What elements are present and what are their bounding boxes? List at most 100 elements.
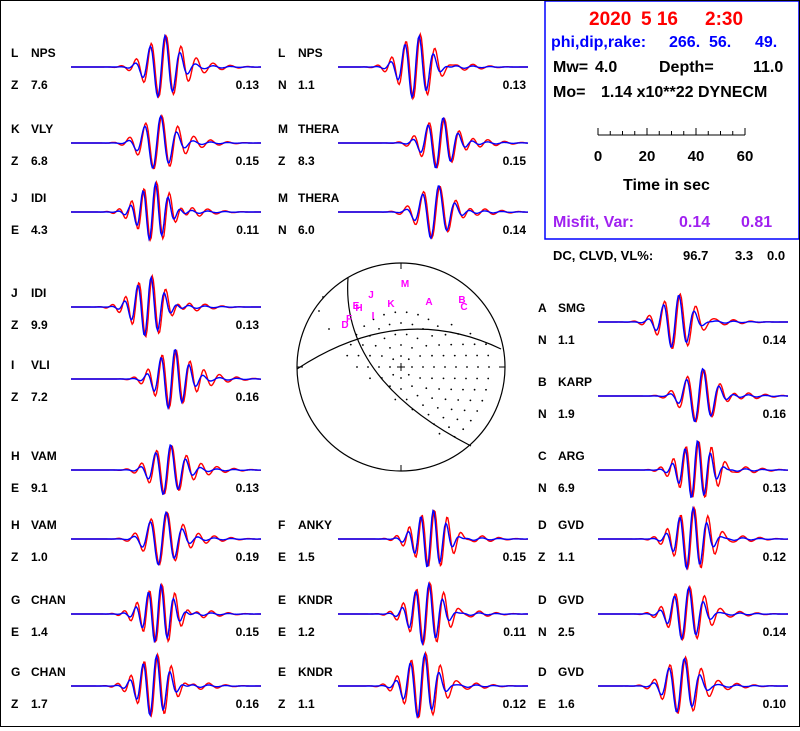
- trace-letter: L: [11, 46, 18, 60]
- trace-distance: 1.2: [298, 625, 315, 639]
- beachball-station-D: D: [341, 320, 348, 331]
- pdr-label: phi,dip,rake:: [551, 34, 646, 51]
- dc-label: DC, CLVD, VL%:: [553, 248, 653, 263]
- trace-letter: E: [278, 665, 286, 679]
- beachball-station-K: K: [387, 299, 395, 310]
- beachball-station-E: E: [353, 301, 360, 312]
- compression-dot: [436, 325, 439, 327]
- time-axis-tick-label: 20: [639, 148, 656, 165]
- event-time: 2:30: [705, 9, 743, 30]
- trace-panel-chan-z: G CHAN Z 1.7 0.16: [11, 652, 261, 718]
- compression-dot: [355, 333, 358, 336]
- trace-letter: I: [11, 358, 14, 372]
- trace-letter: H: [11, 518, 20, 532]
- compression-dot: [407, 373, 410, 376]
- mw-value: 4.0: [595, 59, 617, 76]
- compression-dot: [369, 377, 371, 380]
- compression-dot: [389, 385, 391, 387]
- synthetic-waveform: [598, 294, 788, 348]
- compression-dot: [400, 322, 402, 324]
- observed-waveform: [71, 652, 261, 718]
- trace-letter: G: [11, 593, 20, 607]
- compression-dot: [457, 333, 460, 335]
- synthetic-waveform: [71, 583, 261, 644]
- compression-dot: [463, 409, 466, 412]
- compression-dot: [422, 328, 424, 330]
- synthetic-waveform: [598, 585, 788, 641]
- trace-component: Z: [11, 550, 18, 564]
- compression-dot: [453, 377, 456, 380]
- trace-distance: 6.9: [558, 481, 575, 495]
- synthetic-waveform: [338, 33, 528, 100]
- trace-component: Z: [11, 390, 18, 404]
- trace-station: KARP: [558, 375, 592, 389]
- observed-waveform: [598, 292, 788, 350]
- trace-distance: 6.8: [31, 154, 48, 168]
- synthetic-waveform: [598, 657, 788, 713]
- synthetic-waveform: [338, 185, 528, 240]
- trace-station: KNDR: [298, 665, 333, 679]
- synthetic-waveform: [71, 653, 261, 718]
- trace-distance: 1.6: [558, 697, 575, 711]
- trace-distance: 4.3: [31, 223, 48, 237]
- synthetic-waveform: [598, 439, 788, 499]
- compression-dot: [431, 335, 433, 337]
- trace-station: VAM: [31, 449, 57, 463]
- compression-dot: [469, 399, 472, 402]
- compression-dot: [419, 377, 421, 379]
- compression-dot: [407, 358, 410, 361]
- compression-dot: [405, 333, 408, 336]
- compression-dot: [488, 366, 490, 368]
- trace-amplitude: 0.16: [236, 697, 260, 711]
- trace-component: E: [278, 550, 286, 564]
- synthetic-waveform: [338, 509, 528, 568]
- trace-panel-kndr-e: E KNDR E 1.2 0.11: [278, 581, 528, 646]
- trace-component: N: [538, 625, 547, 639]
- compression-dot: [465, 377, 467, 380]
- trace-component: Z: [11, 78, 18, 92]
- trace-component: E: [11, 625, 19, 639]
- trace-station: NPS: [298, 46, 323, 60]
- trace-amplitude: 0.11: [236, 223, 259, 237]
- compression-dot: [462, 388, 464, 391]
- compression-dot: [485, 343, 487, 346]
- beachball-station-B: B: [458, 295, 465, 306]
- trace-panel-gvd-e: D GVD E 1.6 0.10: [538, 655, 788, 714]
- compression-dot: [362, 344, 364, 346]
- trace-amplitude: 0.13: [763, 481, 787, 495]
- event-year: 2020: [589, 9, 631, 30]
- trace-component: N: [538, 333, 547, 347]
- synthetic-waveform: [71, 444, 261, 496]
- trace-station: ARG: [558, 449, 585, 463]
- trace-letter: B: [538, 375, 547, 389]
- trace-amplitude: 0.12: [503, 697, 527, 711]
- trace-station: KNDR: [298, 593, 333, 607]
- dc-clvd-vl: DC, CLVD, VL%: 96.7 3.3 0.0: [553, 248, 785, 263]
- compression-dot: [431, 377, 433, 380]
- trace-distance: 7.6: [31, 78, 48, 92]
- trace-letter: F: [278, 518, 285, 532]
- compression-dot: [427, 318, 430, 321]
- trace-panel-nps-n: L NPS N 1.1 0.13: [278, 31, 528, 101]
- trace-distance: 9.9: [31, 318, 48, 332]
- synthetic-waveform: [71, 511, 261, 566]
- trace-amplitude: 0.19: [236, 550, 260, 564]
- compression-dot: [438, 388, 440, 390]
- synthetic-waveform: [71, 114, 261, 169]
- compression-dot: [477, 366, 479, 368]
- trace-distance: 1.7: [31, 697, 48, 711]
- compression-dot: [394, 333, 397, 336]
- trace-station: VLI: [31, 358, 50, 372]
- time-axis-tick-label: 60: [737, 148, 754, 165]
- synthetic-waveform: [338, 652, 528, 719]
- compression-dot: [444, 333, 447, 336]
- trace-letter: D: [538, 518, 547, 532]
- trace-letter: C: [538, 449, 547, 463]
- trace-panel-chan-e: G CHAN E 1.4 0.15: [11, 582, 261, 644]
- trace-component: N: [538, 481, 547, 495]
- trace-amplitude: 0.16: [236, 390, 260, 404]
- compression-dot: [392, 358, 395, 361]
- compression-dot: [374, 344, 377, 347]
- misfit-label: Misfit, Var:: [553, 214, 634, 231]
